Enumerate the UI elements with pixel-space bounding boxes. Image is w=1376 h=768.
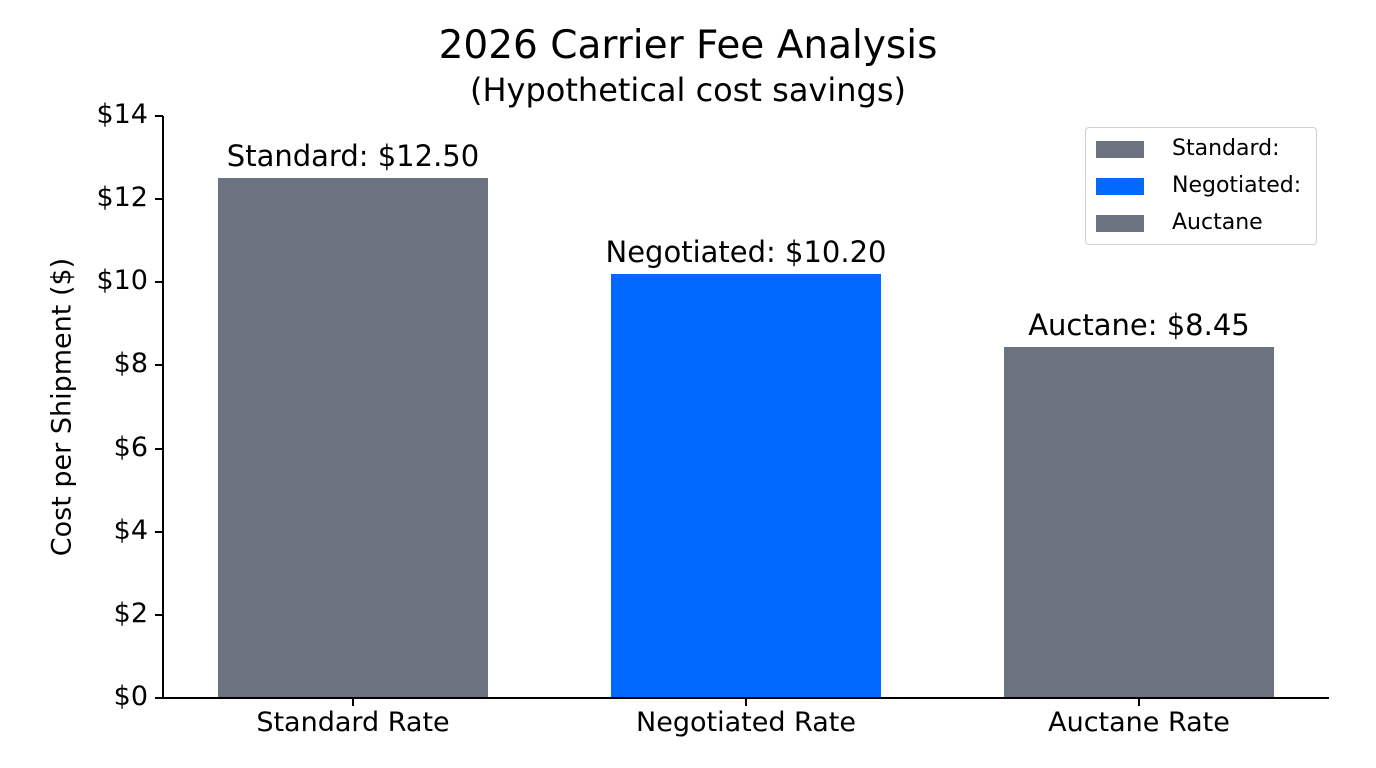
x-tick [1138, 698, 1140, 706]
legend-swatch-auctane [1096, 214, 1144, 232]
bar-value-label: Auctane: $8.45 [1028, 307, 1250, 342]
y-tick [155, 613, 163, 616]
legend-label: Auctane [1172, 210, 1263, 235]
y-tick [155, 115, 163, 117]
y-tick-label: $0 [113, 681, 148, 712]
y-tick [155, 697, 163, 699]
x-tick [352, 698, 354, 706]
y-tick [155, 281, 163, 284]
legend: Standard: Negotiated: Auctane [1085, 127, 1317, 245]
x-tick-label: Negotiated Rate [636, 707, 856, 738]
legend-label: Standard: [1172, 136, 1280, 161]
bar-negotiated-rate [611, 273, 881, 698]
y-tick [155, 530, 163, 533]
chart-title: 2026 Carrier Fee Analysis [438, 23, 938, 68]
bar-standard-rate [218, 178, 488, 698]
x-tick [745, 698, 747, 706]
legend-item-auctane: Auctane [1096, 208, 1263, 238]
y-tick [155, 447, 163, 450]
legend-swatch-standard [1096, 140, 1144, 158]
legend-label: Negotiated: [1172, 173, 1302, 198]
legend-item-standard: Standard: [1096, 134, 1280, 164]
x-tick-label: Auctane Rate [1048, 707, 1230, 738]
bar-auctane-rate [1004, 346, 1274, 698]
y-tick [155, 364, 163, 367]
y-tick-label: $4 [113, 514, 148, 546]
legend-item-negotiated: Negotiated: [1096, 171, 1301, 201]
y-tick-label: $12 [96, 182, 148, 214]
y-axis-label: Cost per Shipment ($) [46, 257, 78, 557]
y-axis-spine [162, 116, 164, 699]
bar-value-label: Negotiated: $10.20 [605, 234, 887, 269]
y-tick-label: $14 [96, 99, 148, 130]
bar-value-label: Standard: $12.50 [226, 139, 480, 174]
y-tick-label: $6 [113, 431, 148, 463]
legend-swatch-negotiated [1096, 177, 1144, 195]
y-tick [155, 198, 163, 201]
x-tick-label: Standard Rate [256, 707, 450, 738]
chart-subtitle: (Hypothetical cost savings) [469, 71, 906, 109]
y-tick-label: $10 [96, 265, 148, 297]
y-tick-label: $8 [113, 348, 148, 380]
y-tick-label: $2 [113, 597, 148, 629]
